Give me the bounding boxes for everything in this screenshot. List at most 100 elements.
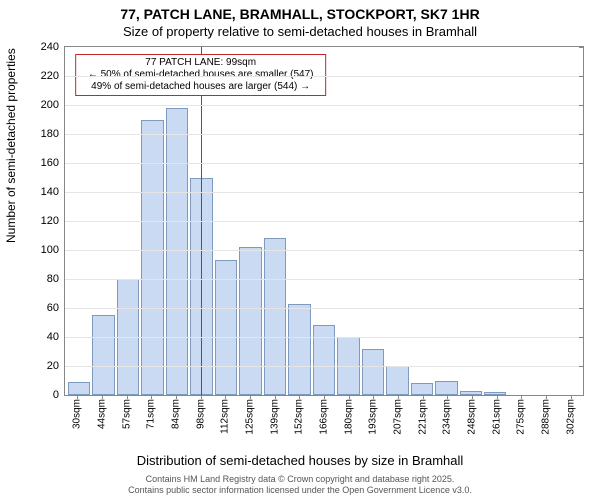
x-tick-label: 71sqm bbox=[146, 399, 157, 429]
x-tick-label: 112sqm bbox=[220, 399, 231, 434]
gridline-h bbox=[65, 366, 583, 367]
x-tick-mark bbox=[571, 395, 572, 399]
y-tick-mark bbox=[579, 308, 584, 309]
x-tick-mark bbox=[77, 395, 78, 399]
y-tick-mark bbox=[579, 366, 584, 367]
gridline-h bbox=[65, 250, 583, 251]
y-tick-mark bbox=[579, 250, 584, 251]
bar bbox=[362, 349, 384, 395]
annotation-line3: 49% of semi-detached houses are larger (… bbox=[88, 81, 314, 93]
x-tick-label: 125sqm bbox=[245, 399, 256, 435]
y-tick-mark bbox=[579, 134, 584, 135]
x-tick-mark bbox=[324, 395, 325, 399]
x-tick-mark bbox=[472, 395, 473, 399]
x-tick-label: 98sqm bbox=[195, 399, 206, 429]
y-tick-label: 220 bbox=[41, 70, 59, 82]
x-tick-label: 30sqm bbox=[72, 399, 83, 429]
y-tick-mark bbox=[579, 163, 584, 164]
x-tick-mark bbox=[373, 395, 374, 399]
y-tick-label: 40 bbox=[47, 331, 59, 343]
y-tick-mark bbox=[579, 47, 584, 48]
x-tick-mark bbox=[176, 395, 177, 399]
x-tick-mark bbox=[447, 395, 448, 399]
x-tick-label: 275sqm bbox=[516, 399, 527, 435]
footer: Contains HM Land Registry data © Crown c… bbox=[0, 474, 600, 496]
y-tick-label: 60 bbox=[47, 302, 59, 314]
gridline-h bbox=[65, 76, 583, 77]
footer-line1: Contains HM Land Registry data © Crown c… bbox=[0, 474, 600, 485]
x-tick-label: 193sqm bbox=[368, 399, 379, 435]
bar bbox=[386, 366, 408, 395]
annotation-box: 77 PATCH LANE: 99sqm ← 50% of semi-detac… bbox=[75, 54, 327, 96]
gridline-h bbox=[65, 134, 583, 135]
x-tick-mark bbox=[349, 395, 350, 399]
x-tick-label: 234sqm bbox=[442, 399, 453, 435]
bar bbox=[141, 120, 163, 396]
x-tick-mark bbox=[398, 395, 399, 399]
bar bbox=[313, 325, 335, 395]
bar bbox=[288, 304, 310, 395]
y-tick-label: 0 bbox=[53, 389, 59, 401]
y-tick-mark bbox=[579, 279, 584, 280]
y-tick-mark bbox=[579, 221, 584, 222]
x-tick-label: 139sqm bbox=[269, 399, 280, 435]
x-tick-mark bbox=[275, 395, 276, 399]
x-tick-label: 166sqm bbox=[319, 399, 330, 435]
x-tick-label: 57sqm bbox=[121, 399, 132, 429]
x-tick-mark bbox=[102, 395, 103, 399]
annotation-line1: 77 PATCH LANE: 99sqm bbox=[88, 57, 314, 69]
y-tick-label: 200 bbox=[41, 99, 59, 111]
bar bbox=[460, 391, 482, 395]
gridline-h bbox=[65, 192, 583, 193]
bar bbox=[435, 381, 457, 396]
x-tick-mark bbox=[546, 395, 547, 399]
x-tick-mark bbox=[127, 395, 128, 399]
x-tick-label: 261sqm bbox=[491, 399, 502, 435]
gridline-h bbox=[65, 163, 583, 164]
x-tick-label: 84sqm bbox=[171, 399, 182, 429]
bar bbox=[484, 392, 506, 395]
y-tick-label: 80 bbox=[47, 273, 59, 285]
y-tick-label: 160 bbox=[41, 157, 59, 169]
title-line2: Size of property relative to semi-detach… bbox=[0, 24, 600, 40]
footer-line2: Contains public sector information licen… bbox=[0, 485, 600, 496]
chart-title: 77, PATCH LANE, BRAMHALL, STOCKPORT, SK7… bbox=[0, 0, 600, 40]
annotation-line2: ← 50% of semi-detached houses are smalle… bbox=[88, 69, 314, 81]
x-tick-mark bbox=[225, 395, 226, 399]
y-tick-label: 20 bbox=[47, 360, 59, 372]
bar bbox=[411, 383, 433, 395]
y-tick-mark bbox=[579, 395, 584, 396]
x-tick-mark bbox=[521, 395, 522, 399]
x-tick-mark bbox=[250, 395, 251, 399]
gridline-h bbox=[65, 105, 583, 106]
x-tick-label: 221sqm bbox=[417, 399, 428, 435]
bar bbox=[239, 247, 261, 395]
x-tick-label: 302sqm bbox=[565, 399, 576, 435]
title-line1: 77, PATCH LANE, BRAMHALL, STOCKPORT, SK7… bbox=[0, 6, 600, 24]
y-tick-mark bbox=[579, 192, 584, 193]
bar bbox=[92, 315, 114, 395]
bar bbox=[166, 108, 188, 395]
x-tick-mark bbox=[299, 395, 300, 399]
y-tick-label: 180 bbox=[41, 128, 59, 140]
x-tick-label: 288sqm bbox=[541, 399, 552, 435]
gridline-h bbox=[65, 308, 583, 309]
bar bbox=[264, 238, 286, 395]
y-tick-label: 240 bbox=[41, 41, 59, 53]
x-tick-mark bbox=[201, 395, 202, 399]
bar bbox=[68, 382, 90, 395]
gridline-h bbox=[65, 279, 583, 280]
x-tick-label: 248sqm bbox=[467, 399, 478, 435]
y-tick-mark bbox=[579, 105, 584, 106]
y-tick-label: 120 bbox=[41, 215, 59, 227]
x-axis-label: Distribution of semi-detached houses by … bbox=[0, 453, 600, 468]
x-tick-mark bbox=[497, 395, 498, 399]
x-tick-label: 152sqm bbox=[294, 399, 305, 435]
y-tick-mark bbox=[579, 76, 584, 77]
x-tick-label: 180sqm bbox=[343, 399, 354, 435]
x-tick-label: 207sqm bbox=[393, 399, 404, 435]
y-tick-mark bbox=[579, 337, 584, 338]
y-tick-label: 140 bbox=[41, 186, 59, 198]
bar bbox=[215, 260, 237, 395]
gridline-h bbox=[65, 337, 583, 338]
